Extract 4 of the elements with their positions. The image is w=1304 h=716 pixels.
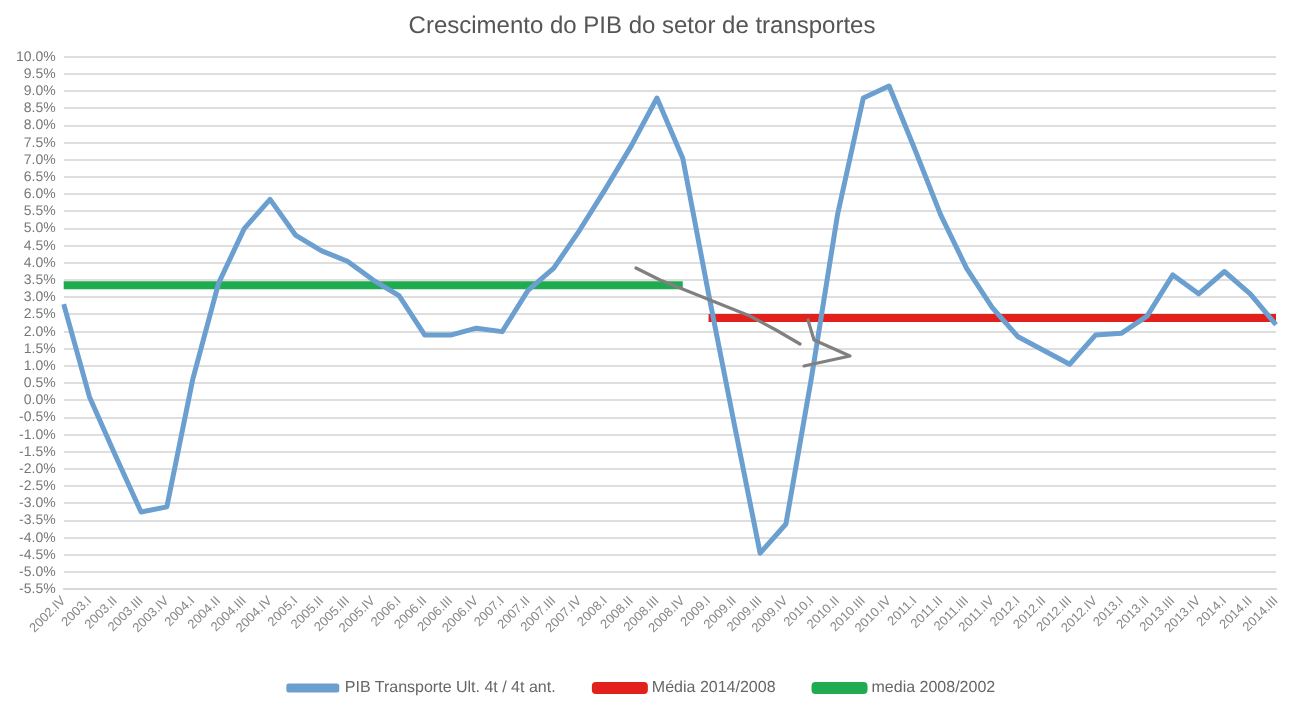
legend-label: PIB Transporte Ult. 4t / 4t ant.	[344, 678, 556, 697]
legend-label: media 2008/2002	[871, 678, 997, 697]
legend-label: Média 2014/2008	[651, 678, 777, 697]
chart-title: Crescimento do PIB do setor de transportes	[408, 11, 876, 40]
